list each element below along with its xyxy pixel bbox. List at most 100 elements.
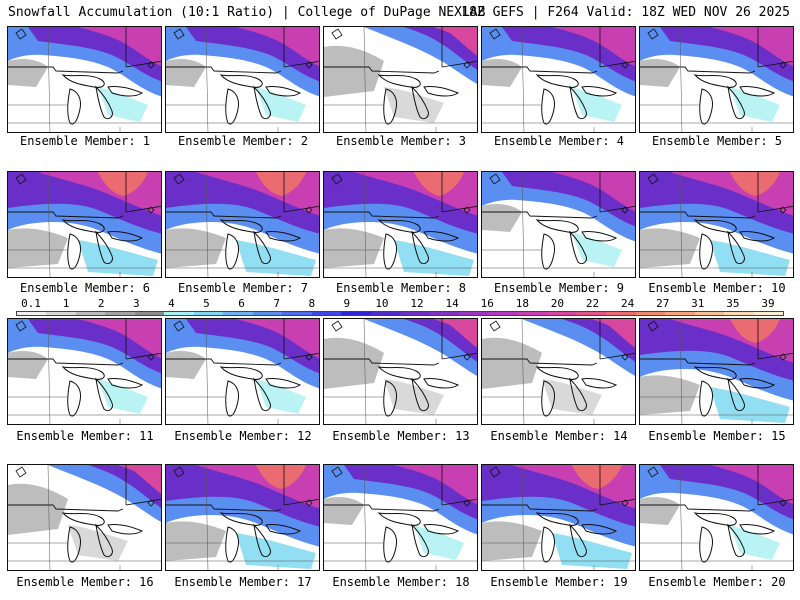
- color-swatch: [724, 312, 754, 315]
- scale-tick-label: 22: [585, 297, 600, 310]
- valid-time: 18Z GEFS | F264 Valid: 18Z WED NOV 26 20…: [461, 5, 790, 20]
- color-swatch: [665, 312, 695, 315]
- ensemble-member-label: Ensemble Member: 14: [490, 429, 628, 443]
- color-swatch: [17, 312, 47, 315]
- ensemble-map-panel: [165, 318, 320, 425]
- snowfall-map: [324, 319, 477, 424]
- scale-tick-label: 39: [761, 297, 775, 310]
- ensemble-map-panel: [7, 318, 162, 425]
- ensemble-member-label: Ensemble Member: 8: [335, 281, 467, 295]
- ensemble-map-panel: [323, 26, 478, 133]
- snowfall-map: [8, 27, 161, 132]
- color-swatch: [429, 312, 460, 315]
- ensemble-map-panel: [7, 26, 162, 133]
- ensemble-member-label: Ensemble Member: 19: [490, 575, 628, 589]
- ensemble-map-panel: [323, 318, 478, 425]
- color-swatch: [694, 312, 725, 315]
- snowfall-map: [640, 465, 793, 570]
- ensemble-member-label: Ensemble Member: 10: [648, 281, 786, 295]
- color-swatch: [606, 312, 636, 315]
- snowfall-map: [482, 465, 635, 570]
- ensemble-member-label: Ensemble Member: 7: [177, 281, 309, 295]
- ensemble-member-label: Ensemble Member: 18: [332, 575, 470, 589]
- scale-tick-label: 10: [375, 297, 389, 310]
- color-swatch: [370, 312, 401, 315]
- snowfall-map: [324, 27, 477, 132]
- ensemble-map-panel: [7, 464, 162, 571]
- ensemble-map-panel: [165, 171, 320, 278]
- color-swatch: [75, 312, 106, 315]
- ensemble-map-panel: [7, 171, 162, 278]
- snowfall-map: [482, 27, 635, 132]
- ensemble-member-label: Ensemble Member: 4: [493, 134, 625, 148]
- scale-tick-label: 20: [550, 297, 565, 310]
- ensemble-member-label: Ensemble Member: 6: [19, 281, 151, 295]
- scale-tick-label: 27: [656, 297, 670, 310]
- scale-tick-label: 7: [273, 297, 280, 310]
- color-swatch: [164, 312, 194, 315]
- color-swatch: [400, 312, 430, 315]
- ensemble-map-panel: [639, 26, 794, 133]
- scale-tick-label: 35: [726, 297, 740, 310]
- snowfall-map: [166, 319, 319, 424]
- color-swatch: [459, 312, 489, 315]
- ensemble-member-label: Ensemble Member: 11: [16, 429, 154, 443]
- ensemble-map-panel: [639, 318, 794, 425]
- scale-tick-label: 5: [203, 297, 210, 310]
- snowfall-map: [166, 465, 319, 570]
- color-swatch: [488, 312, 518, 315]
- snowfall-map: [8, 172, 161, 277]
- ensemble-map-panel: [481, 26, 636, 133]
- snowfall-map: [324, 172, 477, 277]
- scale-tick-label: 8: [308, 297, 316, 310]
- ensemble-map-panel: [639, 171, 794, 278]
- color-swatch: [223, 312, 253, 315]
- color-scale-bar: [16, 311, 784, 316]
- color-swatch: [193, 312, 224, 315]
- ensemble-map-panel: [639, 464, 794, 571]
- color-swatch: [547, 312, 577, 315]
- ensemble-map-panel: [481, 171, 636, 278]
- color-swatch: [517, 312, 548, 315]
- ensemble-member-label: Ensemble Member: 13: [332, 429, 470, 443]
- color-swatch: [311, 312, 342, 315]
- ensemble-member-label: Ensemble Member: 5: [651, 134, 783, 148]
- color-swatch: [134, 312, 165, 315]
- color-swatch: [635, 312, 666, 315]
- scale-tick-label: 18: [515, 297, 529, 310]
- color-swatch: [282, 312, 312, 315]
- scale-tick-label: 9: [343, 297, 351, 310]
- scale-tick-label: 3: [132, 297, 140, 310]
- snowfall-map: [640, 172, 793, 277]
- snowfall-map: [8, 319, 161, 424]
- scale-tick-label: 16: [480, 297, 494, 310]
- ensemble-map-panel: [481, 318, 636, 425]
- scale-tick-label: 1: [62, 297, 70, 310]
- snowfall-map: [324, 465, 477, 570]
- color-swatch: [576, 312, 607, 315]
- ensemble-member-label: Ensemble Member: 17: [174, 575, 312, 589]
- color-swatch: [753, 312, 784, 315]
- snowfall-map: [640, 27, 793, 132]
- snowfall-map: [482, 319, 635, 424]
- color-swatch: [341, 312, 371, 315]
- scale-tick-label: 6: [238, 297, 245, 310]
- scale-tick-label: 12: [410, 297, 424, 310]
- scale-tick-label: 24: [620, 297, 635, 310]
- ensemble-member-label: Ensemble Member: 12: [174, 429, 312, 443]
- snowfall-map: [482, 172, 635, 277]
- color-swatch: [252, 312, 283, 315]
- ensemble-member-label: Ensemble Member: 15: [648, 429, 786, 443]
- ensemble-member-label: Ensemble Member: 3: [335, 134, 467, 148]
- snowfall-map: [8, 465, 161, 570]
- ensemble-map-panel: [165, 464, 320, 571]
- ensemble-map-panel: [323, 464, 478, 571]
- ensemble-member-label: Ensemble Member: 2: [177, 134, 309, 148]
- ensemble-member-label: Ensemble Member: 20: [648, 575, 786, 589]
- scale-tick-label: 0.1: [21, 297, 41, 310]
- ensemble-member-label: Ensemble Member: 9: [493, 281, 625, 295]
- header: Snowfall Accumulation (10:1 Ratio) | Col…: [0, 0, 800, 24]
- scale-tick-label: 14: [445, 297, 459, 310]
- scale-tick-label: 2: [97, 297, 105, 310]
- snowfall-map: [166, 27, 319, 132]
